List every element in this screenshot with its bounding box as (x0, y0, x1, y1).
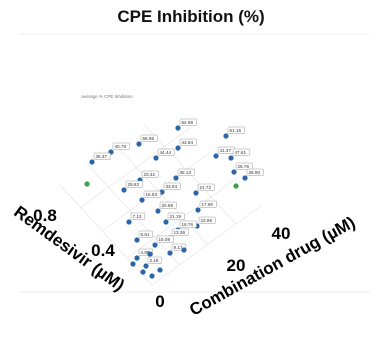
data-label: 43.94 (182, 140, 194, 145)
data-label-box (235, 162, 253, 170)
data-point (136, 141, 142, 147)
data-point (89, 159, 95, 165)
y-tick-0-4: 0.4 (91, 241, 115, 260)
data-point (231, 169, 237, 175)
x-tick-0: 0 (155, 292, 164, 311)
data-label-box (179, 220, 197, 228)
data-label-box (232, 148, 250, 156)
data-point (163, 219, 169, 225)
data-label: 35.13 (180, 170, 192, 175)
data-point (149, 273, 155, 279)
data-point (153, 155, 159, 161)
data-point (195, 207, 201, 213)
data-label-box (141, 170, 159, 178)
data-label-box (138, 230, 154, 238)
data-label-box (140, 134, 158, 142)
data-label-box (197, 183, 215, 191)
data-point (181, 247, 187, 253)
data-label: 5.61 (141, 232, 150, 237)
data-label: 19.76 (182, 222, 194, 227)
data-label-box (157, 148, 175, 156)
data-label: 41.37 (220, 148, 232, 153)
data-point (233, 183, 239, 189)
data-label: 47.61 (235, 150, 247, 155)
data-point (139, 197, 145, 203)
data-label: 23.86 (201, 218, 213, 223)
data-label: 26.90 (249, 170, 261, 175)
chart-title: CPE Inhibition (%) (117, 7, 264, 26)
data-label-box (163, 182, 181, 190)
data-label-box (143, 190, 161, 198)
data-label: 36.37 (96, 154, 108, 159)
data-point (193, 190, 199, 196)
data-point (242, 175, 248, 181)
data-label: 33.04 (166, 184, 178, 189)
data-point (155, 208, 161, 214)
chart-subtitle: average % CPE Inhibition (81, 94, 133, 99)
data-label: 2.18 (150, 258, 159, 263)
data-point (121, 187, 127, 193)
data-label: 26.76 (238, 164, 250, 169)
data-label-box (130, 212, 146, 220)
data-label-box (156, 235, 174, 243)
data-point (84, 181, 90, 187)
data-label-box (199, 200, 217, 208)
data-label: 4.85 (141, 250, 150, 255)
data-point (173, 175, 179, 181)
data-label: 9.17 (174, 245, 183, 250)
data-label-box (125, 180, 143, 188)
data-label-box (177, 168, 195, 176)
data-label-box (246, 168, 264, 176)
data-point (213, 153, 219, 159)
data-point (143, 263, 149, 269)
data-label: 21.19 (170, 214, 182, 219)
data-point (223, 133, 229, 139)
data-label-box (112, 142, 130, 150)
data-label: 16.53 (146, 192, 158, 197)
data-point (157, 267, 163, 273)
data-point (167, 250, 173, 256)
data-label: 15.08 (159, 237, 171, 242)
data-label: 17.90 (202, 202, 214, 207)
data-point (126, 219, 132, 225)
data-label-box (179, 138, 197, 146)
data-point (147, 251, 153, 257)
data-label: 23.42 (144, 172, 156, 177)
data-label-box (227, 126, 245, 134)
data-point (134, 237, 140, 243)
data-point (134, 255, 140, 261)
data-label-box (171, 228, 189, 236)
data-label-box (198, 216, 216, 224)
data-point (130, 261, 136, 267)
data-label: 61.16 (230, 128, 242, 133)
data-label-box (179, 118, 197, 126)
data-point (175, 145, 181, 151)
data-label: 29.63 (128, 182, 140, 187)
points-layer: 54.98 61.16 56.95 40.79 36.37 43.94 44.44 41.37… (84, 118, 264, 279)
data-label: 56.95 (143, 136, 155, 141)
data-label-box (159, 201, 177, 209)
data-label: 7.13 (133, 214, 142, 219)
data-label: 40.79 (115, 144, 127, 149)
data-label: 20.59 (162, 203, 174, 208)
data-label-box (167, 212, 185, 220)
data-label: 21.72 (200, 185, 212, 190)
data-point (175, 125, 181, 131)
x-tick-20: 20 (227, 256, 246, 275)
data-label: 44.44 (160, 150, 172, 155)
data-point (152, 242, 158, 248)
data-label: 13.36 (174, 230, 186, 235)
y-tick-0-8: 0.8 (33, 206, 57, 225)
data-label-box (147, 256, 163, 264)
x-tick-40: 40 (272, 224, 291, 243)
data-point (228, 155, 234, 161)
data-point (140, 269, 146, 275)
data-label-box (93, 152, 111, 160)
data-label: 54.98 (182, 120, 194, 125)
